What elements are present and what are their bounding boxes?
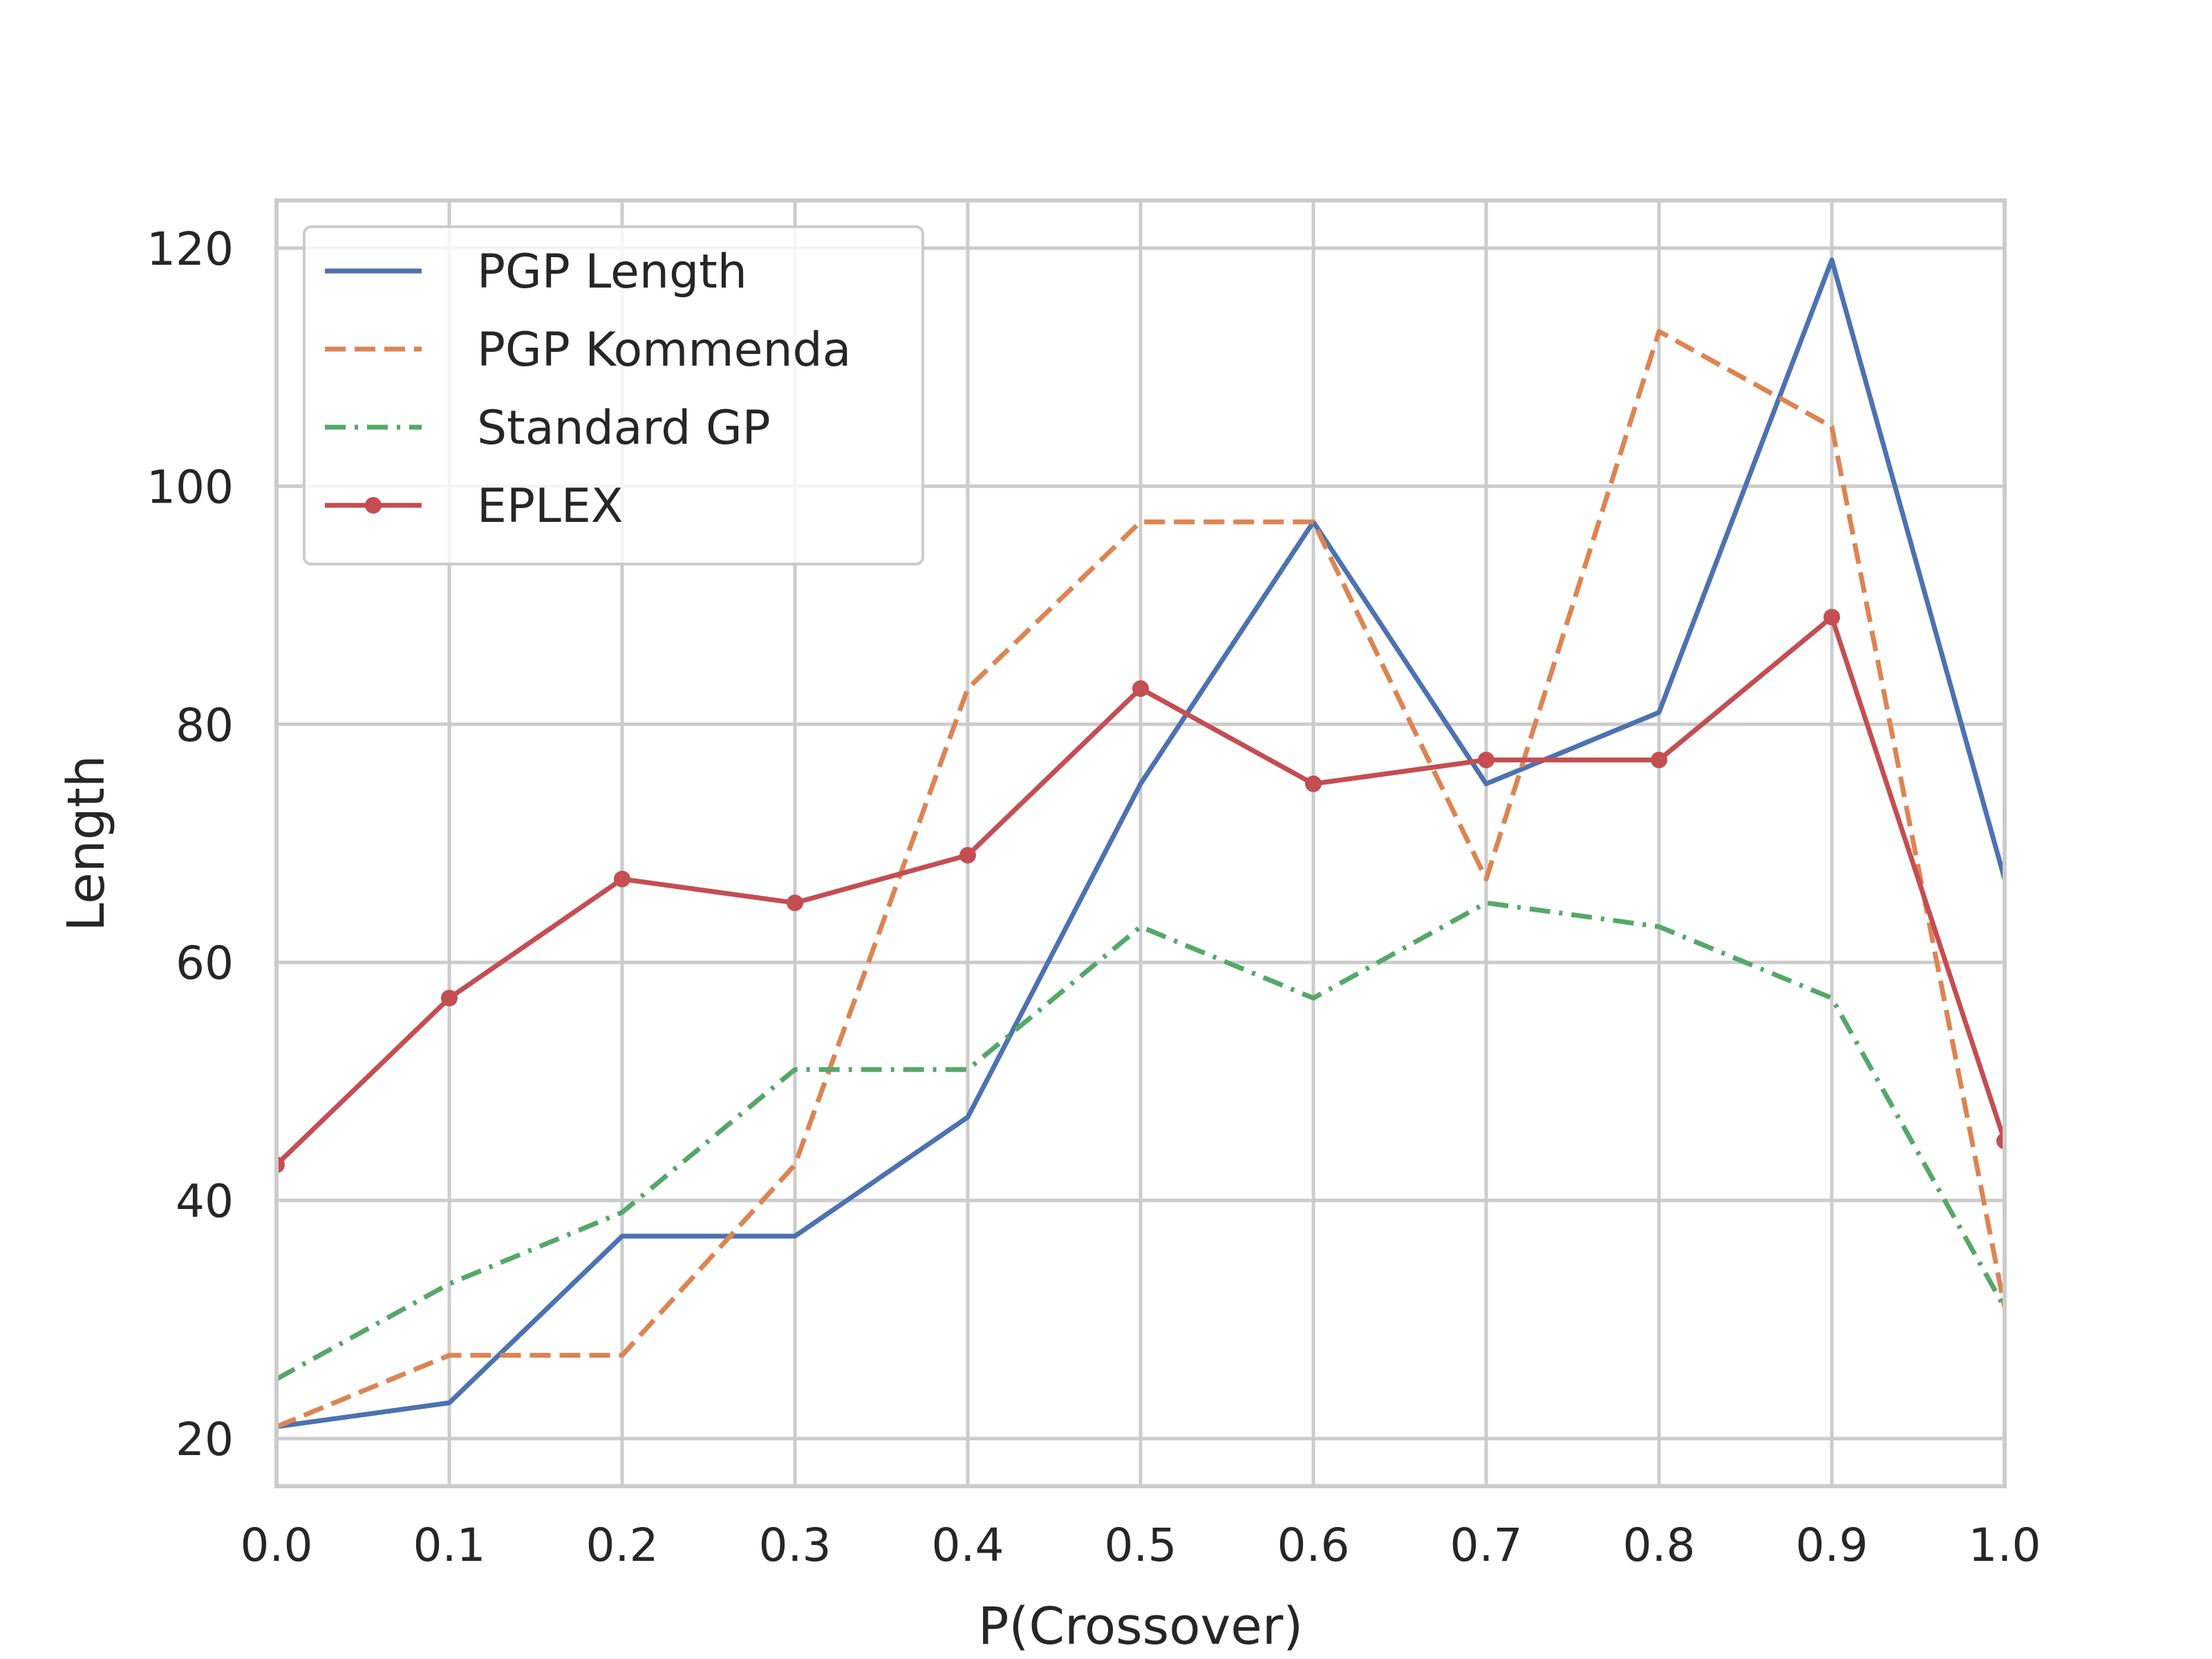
y-axis-label: Length (57, 755, 116, 931)
series-line-1 (276, 328, 2005, 1430)
legend-marker (365, 497, 382, 514)
series-line-0 (276, 257, 2005, 1430)
x-tick-label: 1.0 (1969, 1519, 2041, 1572)
legend-entry-label: PGP Kommenda (477, 323, 851, 377)
x-tick-label: 0.2 (586, 1519, 659, 1572)
y-tick-label: 120 (147, 223, 234, 276)
y-tick-label: 100 (147, 460, 234, 514)
x-tick-label: 0.3 (759, 1519, 832, 1572)
series-point-3 (1478, 751, 1494, 769)
y-tick-label: 60 (176, 937, 234, 990)
series-point-3 (1305, 775, 1322, 792)
x-tick-label: 0.5 (1105, 1519, 1177, 1572)
y-tick-label: 40 (176, 1175, 234, 1228)
x-tick-label: 0.7 (1450, 1519, 1523, 1572)
x-tick-label: 0.1 (413, 1519, 486, 1572)
series-point-3 (614, 870, 630, 888)
legend-entry-label: Standard GP (477, 401, 771, 456)
x-tick-label: 0.8 (1623, 1519, 1696, 1572)
legend-entry-label: PGP Length (477, 245, 747, 299)
series-point-3 (1651, 751, 1667, 769)
y-tick-label: 80 (176, 699, 234, 752)
x-tick-label: 0.4 (932, 1519, 1004, 1572)
series-point-3 (1132, 680, 1149, 697)
series-point-3 (1824, 608, 1840, 626)
series-point-3 (959, 847, 976, 864)
legend-entry-label: EPLEX (477, 479, 623, 534)
plot-frame (274, 198, 2007, 1488)
series-point-3 (787, 894, 803, 912)
x-axis-label: P(Crossover) (978, 1597, 1303, 1656)
tick-labels: 0.0 0.1 0.2 0.3 0.4 0.5 0.6 0.7 0.8 0.9 1.0 20 40 60 8… (147, 223, 2041, 1572)
x-tick-label: 0.9 (1796, 1519, 1868, 1572)
y-tick-label: 20 (176, 1413, 234, 1466)
x-tick-label: 0.6 (1277, 1519, 1350, 1572)
series-point-3 (441, 989, 458, 1006)
x-tick-label: 0.0 (241, 1519, 313, 1572)
legend-box (303, 225, 924, 565)
legend: PGP Length PGP Kommenda Standard GP EPLEX (303, 225, 924, 565)
